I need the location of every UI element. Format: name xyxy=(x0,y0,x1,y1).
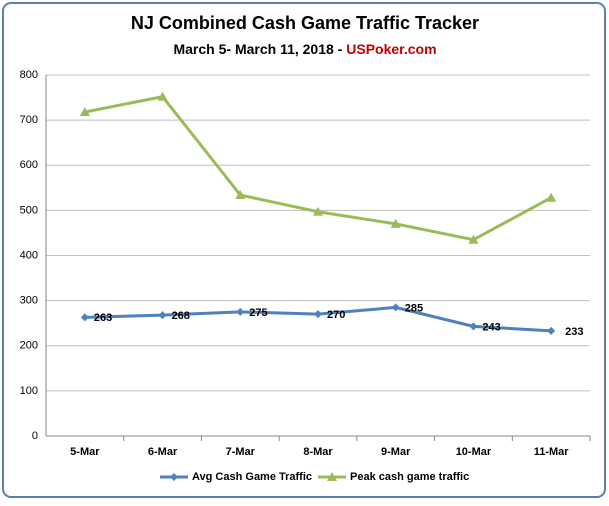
legend-label: Avg Cash Game Traffic xyxy=(192,471,312,483)
data-label: 285 xyxy=(405,302,423,314)
marker xyxy=(79,107,90,117)
x-tick-label: 11-Mar xyxy=(534,446,570,458)
data-label: 233 xyxy=(565,326,583,338)
subtitle-site: USPoker.com xyxy=(346,41,436,57)
chart-title: NJ Combined Cash Game Traffic Tracker xyxy=(131,13,479,33)
y-tick-label: 700 xyxy=(20,114,38,126)
x-tick-label: 9-Mar xyxy=(381,446,411,458)
marker xyxy=(327,472,337,481)
data-label: 268 xyxy=(172,310,190,322)
marker xyxy=(469,322,478,331)
y-tick-label: 400 xyxy=(20,249,38,261)
y-tick-label: 300 xyxy=(20,295,38,307)
y-tick-label: 200 xyxy=(20,340,38,352)
y-tick-label: 500 xyxy=(20,204,38,216)
marker xyxy=(170,473,178,481)
x-tick-label: 8-Mar xyxy=(303,446,333,458)
data-label: 275 xyxy=(249,307,267,319)
data-label: 270 xyxy=(327,309,345,321)
x-tick-label: 10-Mar xyxy=(456,446,492,458)
marker xyxy=(546,192,557,202)
subtitle-text: March 5- March 11, 2018 - xyxy=(173,41,346,57)
marker xyxy=(235,190,246,200)
y-tick-label: 100 xyxy=(20,385,38,397)
legend-label: Peak cash game traffic xyxy=(350,471,469,483)
marker xyxy=(80,313,89,322)
marker xyxy=(236,307,245,316)
data-label: 263 xyxy=(94,312,112,324)
marker xyxy=(158,311,167,320)
marker xyxy=(390,218,401,228)
marker xyxy=(157,91,168,101)
data-label: 243 xyxy=(482,321,500,333)
marker xyxy=(314,310,322,319)
x-tick-label: 6-Mar xyxy=(148,446,178,458)
y-tick-label: 800 xyxy=(20,69,38,81)
marker xyxy=(391,303,400,312)
marker xyxy=(547,326,556,335)
x-tick-label: 7-Mar xyxy=(226,446,256,458)
y-tick-label: 0 xyxy=(32,430,38,442)
y-tick-label: 600 xyxy=(20,159,38,171)
marker xyxy=(313,206,323,216)
chart-subtitle: March 5- March 11, 2018 - USPoker.com xyxy=(173,41,436,57)
chart-frame xyxy=(2,2,606,498)
x-tick-label: 5-Mar xyxy=(70,446,100,458)
marker xyxy=(468,234,479,244)
